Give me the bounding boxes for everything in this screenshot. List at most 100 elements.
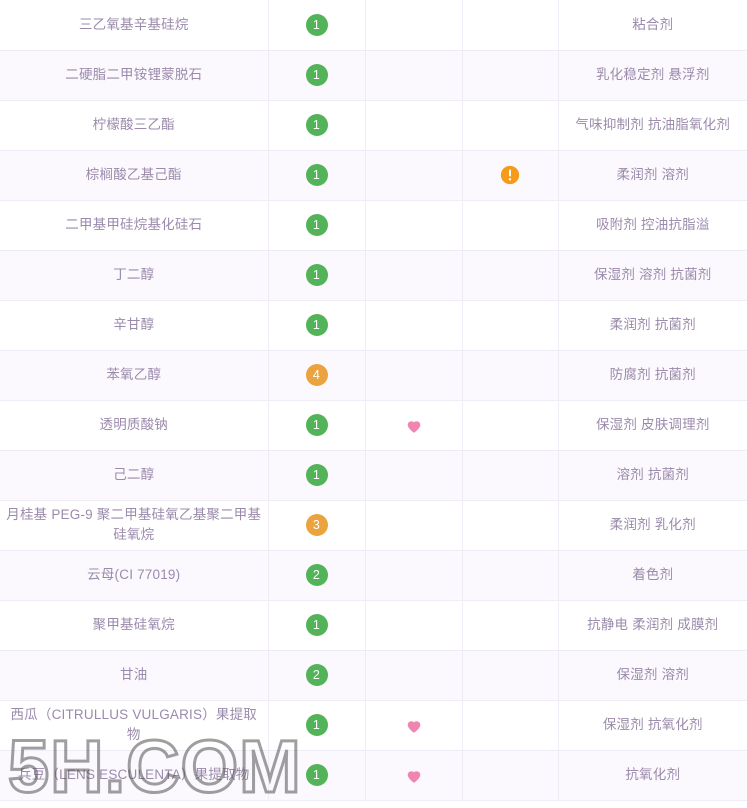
safety-level-cell: 1 [268, 750, 366, 801]
safety-badge: 1 [305, 314, 328, 336]
table-row[interactable]: 二硬脂二甲铵锂蒙脱石 1 乳化稳定剂 悬浮剂 [0, 50, 747, 101]
ingredient-name-cell[interactable]: 棕榈酸乙基己酯 [0, 150, 269, 201]
ingredient-name-cell[interactable]: 西瓜（CITRULLUS VULGARIS）果提取物 [0, 700, 269, 751]
table-row[interactable]: 聚甲基硅氧烷 1 抗静电 柔润剂 成膜剂 [0, 600, 747, 651]
table-row[interactable]: 柠檬酸三乙酯 1 气味抑制剂 抗油脂氧化剂 [0, 100, 747, 151]
empty-cell [469, 24, 552, 25]
empty-cell [469, 725, 552, 726]
table-row[interactable]: 三乙氧基辛基硅烷 1 粘合剂 [0, 0, 747, 51]
ingredient-name-cell[interactable]: 二甲基甲硅烷基化硅石 [0, 200, 269, 251]
purpose-cell: 保湿剂 溶剂 [558, 650, 747, 701]
safety-level-cell: 1 [268, 50, 366, 101]
safety-level-cell: 1 [268, 600, 366, 651]
ingredient-name-cell[interactable]: 己二醇 [0, 450, 269, 501]
empty-cell [372, 225, 456, 226]
purpose-cell: 保湿剂 溶剂 抗菌剂 [558, 250, 747, 301]
risk-alert-cell [462, 50, 559, 101]
empty-cell [372, 275, 456, 276]
safety-level-cell: 2 [268, 650, 366, 701]
safety-badge: 2 [305, 664, 328, 686]
ingredient-name-cell[interactable]: 聚甲基硅氧烷 [0, 600, 269, 651]
empty-cell [469, 775, 552, 776]
purpose-cell: 乳化稳定剂 悬浮剂 [558, 50, 747, 101]
risk-alert-cell [462, 0, 559, 51]
efficacy-cell [365, 550, 463, 601]
risk-alert-cell [462, 700, 559, 751]
ingredient-name-cell[interactable]: 二硬脂二甲铵锂蒙脱石 [0, 50, 269, 101]
table-row[interactable]: 己二醇 1 溶剂 抗菌剂 [0, 450, 747, 501]
risk-alert-cell [462, 500, 559, 551]
purpose-cell: 气味抑制剂 抗油脂氧化剂 [558, 100, 747, 151]
risk-alert-cell [462, 750, 559, 801]
efficacy-cell [365, 100, 463, 151]
safety-badge: 1 [305, 114, 328, 136]
purpose-cell: 保湿剂 抗氧化剂 [558, 700, 747, 751]
empty-cell [372, 75, 456, 76]
risk-alert-cell [462, 100, 559, 151]
purpose-cell: 着色剂 [558, 550, 747, 601]
ingredient-name-cell[interactable]: 丁二醇 [0, 250, 269, 301]
safety-level-cell: 2 [268, 550, 366, 601]
heart-icon [405, 417, 423, 435]
table-row[interactable]: 苯氧乙醇 4 防腐剂 抗菌剂 [0, 350, 747, 401]
purpose-cell: 保湿剂 皮肤调理剂 [558, 400, 747, 451]
ingredient-name-cell[interactable]: 云母(CI 77019) [0, 550, 269, 601]
ingredient-name-cell[interactable]: 辛甘醇 [0, 300, 269, 351]
safety-level-cell: 1 [268, 0, 366, 51]
safety-badge: 3 [305, 514, 328, 536]
table-row[interactable]: 兵豆（LENS ESCULENTA）果提取物 1 抗氧化剂 [0, 750, 747, 801]
purpose-cell: 柔润剂 抗菌剂 [558, 300, 747, 351]
safety-badge: 1 [305, 264, 328, 286]
safety-badge: 1 [305, 464, 328, 486]
table-row[interactable]: 甘油 2 保湿剂 溶剂 [0, 650, 747, 701]
risk-alert-cell [462, 350, 559, 401]
empty-cell [372, 24, 456, 25]
empty-cell [372, 575, 456, 576]
table-row[interactable]: 云母(CI 77019) 2 着色剂 [0, 550, 747, 601]
efficacy-cell [365, 700, 463, 751]
safety-badge: 1 [305, 164, 328, 186]
efficacy-cell [365, 300, 463, 351]
empty-cell [469, 225, 552, 226]
ingredient-name-cell[interactable]: 兵豆（LENS ESCULENTA）果提取物 [0, 750, 269, 801]
risk-alert-cell [462, 150, 559, 201]
empty-cell [469, 425, 552, 426]
table-row[interactable]: 透明质酸钠 1 保湿剂 皮肤调理剂 [0, 400, 747, 451]
efficacy-cell [365, 50, 463, 101]
table-row[interactable]: 辛甘醇 1 柔润剂 抗菌剂 [0, 300, 747, 351]
table-row[interactable]: 月桂基 PEG-9 聚二甲基硅氧乙基聚二甲基硅氧烷 3 柔润剂 乳化剂 [0, 500, 747, 551]
safety-level-cell: 1 [268, 400, 366, 451]
efficacy-cell [365, 750, 463, 801]
table-row[interactable]: 丁二醇 1 保湿剂 溶剂 抗菌剂 [0, 250, 747, 301]
empty-cell [372, 675, 456, 676]
ingredient-name-cell[interactable]: 月桂基 PEG-9 聚二甲基硅氧乙基聚二甲基硅氧烷 [0, 500, 269, 551]
efficacy-cell [365, 650, 463, 701]
safety-badge: 4 [305, 364, 328, 386]
ingredient-name-cell[interactable]: 苯氧乙醇 [0, 350, 269, 401]
safety-level-cell: 4 [268, 350, 366, 401]
table-row[interactable]: 棕榈酸乙基己酯 1 柔润剂 溶剂 [0, 150, 747, 201]
safety-badge: 2 [305, 564, 328, 586]
empty-cell [469, 575, 552, 576]
risk-alert-cell [462, 250, 559, 301]
alert-exclamation-icon[interactable] [500, 165, 520, 185]
ingredient-name-cell[interactable]: 三乙氧基辛基硅烷 [0, 0, 269, 51]
table-row[interactable]: 二甲基甲硅烷基化硅石 1 吸附剂 控油抗脂溢 [0, 200, 747, 251]
ingredient-name-cell[interactable]: 透明质酸钠 [0, 400, 269, 451]
risk-alert-cell [462, 650, 559, 701]
ingredient-name-cell[interactable]: 柠檬酸三乙酯 [0, 100, 269, 151]
empty-cell [469, 475, 552, 476]
risk-alert-cell [462, 450, 559, 501]
table-row[interactable]: 西瓜（CITRULLUS VULGARIS）果提取物 1 保湿剂 抗氧化剂 [0, 700, 747, 751]
purpose-cell: 柔润剂 溶剂 [558, 150, 747, 201]
efficacy-cell [365, 500, 463, 551]
empty-cell [372, 325, 456, 326]
efficacy-cell [365, 250, 463, 301]
safety-badge: 1 [305, 214, 328, 236]
safety-level-cell: 3 [268, 500, 366, 551]
ingredient-name-cell[interactable]: 甘油 [0, 650, 269, 701]
risk-alert-cell [462, 300, 559, 351]
empty-cell [469, 275, 552, 276]
safety-level-cell: 1 [268, 150, 366, 201]
